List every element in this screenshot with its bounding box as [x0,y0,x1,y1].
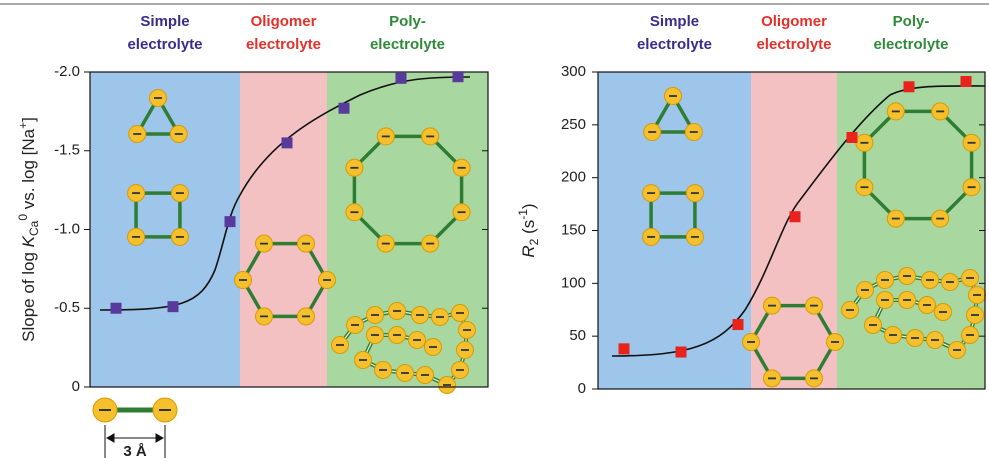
region-band [327,72,488,387]
region-label: Oligomer [761,13,827,30]
y-axis-title-part: Slope of log [19,247,38,342]
region-label: electrolyte [756,36,831,53]
data-point [733,319,744,330]
region-label: Oligomer [251,13,317,30]
y-tick-label: -1.5 [54,142,80,159]
region-label: electrolyte [370,36,445,53]
region-label: Simple [140,13,189,30]
y-axis-title: Slope of log KCa0 vs. log [Na+] [16,117,41,342]
y-tick-label: 250 [561,116,586,133]
region-label: electrolyte [246,36,321,53]
data-point [168,301,179,312]
y-axis-title: R2 (s-1) [516,203,541,257]
y-axis-title-part: ] [19,117,38,122]
region-band [598,72,751,389]
region-band [90,72,240,387]
figure: Simple electrolyte Oligomer electrolyte Poly… [0,0,989,458]
y-tick-label: 100 [561,274,586,291]
region-label: electrolyte [637,36,712,53]
annotation: 3 Å [123,443,147,458]
y-axis-title-part: vs. log [Na [19,128,38,214]
region-band [751,72,837,389]
y-tick-label: -1.0 [54,220,80,237]
data-point [961,76,972,87]
region-label: Poly- [893,13,930,30]
y-axis-title-part: -1 [516,209,530,220]
y-axis-title-part: Ca [27,220,41,236]
y-tick-label: 50 [569,327,586,344]
y-axis-title-part: R [519,245,538,257]
data-point [847,132,858,143]
y-axis-title-part: K [19,235,38,247]
data-point [619,343,630,354]
data-point [225,216,236,227]
y-tick-label: -2.0 [54,63,80,80]
y-axis-title-part: (s [519,220,538,239]
data-point [282,137,293,148]
region-label: Simple [650,13,699,30]
data-point [339,103,350,114]
region-label: electrolyte [873,36,948,53]
data-point [904,81,915,92]
data-point [790,211,801,222]
y-tick-label: 150 [561,221,586,238]
data-point [396,73,407,84]
data-point [453,71,464,82]
region-label: electrolyte [127,36,202,53]
y-tick-label: 300 [561,63,586,80]
y-axis-title-part: + [16,122,30,129]
data-point [111,303,122,314]
y-axis-title-part: ) [519,203,538,209]
data-point [676,347,687,358]
y-tick-label: -0.5 [54,299,80,316]
region-label: Poly- [389,13,426,30]
y-tick-label: 200 [561,169,586,186]
y-tick-label: 0 [72,378,80,395]
y-tick-label: 0 [578,380,586,397]
